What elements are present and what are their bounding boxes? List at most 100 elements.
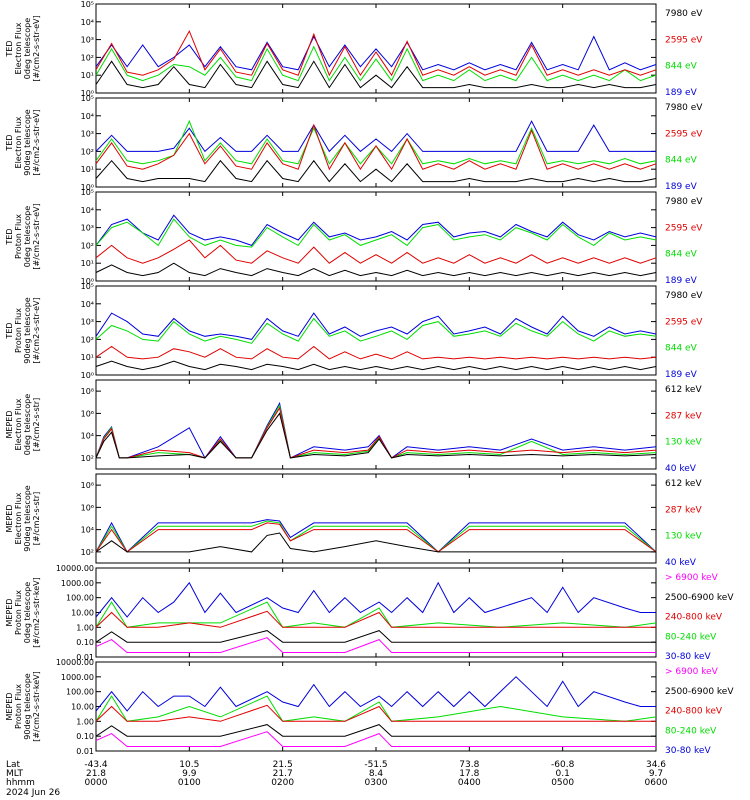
legend-entry: 80-240 keV	[665, 632, 717, 642]
series-line	[95, 601, 657, 628]
y-axis-label: [#/cm2-s-str-keV]	[32, 671, 41, 742]
y-axis-label: 0deg telescope	[23, 18, 32, 79]
legend-entry: 844 eV	[665, 62, 698, 72]
legend-entry: 7980 eV	[665, 197, 703, 207]
y-axis-label: [#/cm2-s-str-eV]	[32, 15, 41, 81]
y-tick-label: 10⁴	[81, 206, 94, 215]
x-tick-label: -51.5	[364, 760, 387, 770]
legend-entry: 30-80 keV	[665, 746, 711, 756]
y-axis-label: MEPED	[5, 599, 14, 627]
series-line	[95, 317, 657, 344]
legend-entry: 2500-6900 keV	[665, 593, 734, 603]
x-tick-label: 0600	[645, 778, 668, 788]
y-tick-label: 10²	[81, 241, 94, 250]
series-line	[95, 123, 657, 171]
y-tick-label: 10³	[81, 36, 94, 45]
series-line	[95, 581, 656, 618]
y-tick-label: 10⁶	[81, 409, 94, 418]
x-row-label: hhmm	[6, 778, 35, 788]
y-tick-label: 1.00	[76, 717, 94, 726]
x-tick-label: 0300	[365, 778, 388, 788]
y-tick-label: 10³	[81, 318, 94, 327]
y-axis-label: 0deg telescope	[23, 582, 32, 643]
y-axis-label: [#/cm2-s-str-eV]	[32, 203, 41, 269]
y-tick-label: 10⁰	[81, 371, 94, 380]
series-line	[95, 406, 657, 459]
y-tick-label: 10⁵	[81, 94, 94, 103]
series-line	[95, 630, 656, 643]
y-tick-label: 0.01	[76, 653, 94, 662]
x-tick-label: 10.5	[179, 760, 199, 770]
y-tick-label: 10⁵	[81, 282, 94, 291]
legend-entry: 612 keV	[665, 479, 702, 489]
legend-entry: 189 eV	[665, 276, 698, 286]
y-tick-label: 10⁸	[81, 387, 94, 396]
series-line	[95, 35, 657, 71]
y-tick-label: 0.10	[76, 732, 94, 741]
series-line	[95, 45, 657, 82]
x-tick-label: 17.8	[459, 769, 479, 779]
y-tick-label: 10¹	[81, 165, 94, 174]
y-axis-label: [#/cm2-s-str]	[32, 398, 41, 451]
legend-entry: 189 eV	[665, 88, 698, 98]
legend-entry: 2595 eV	[665, 317, 703, 327]
y-axis-label: 0deg telescope	[23, 394, 32, 455]
y-axis-label: Electron Flux	[14, 492, 23, 544]
legend-entry: 844 eV	[665, 156, 698, 166]
y-tick-label: 0.01	[76, 747, 94, 756]
y-tick-label: 1000.00	[61, 673, 94, 682]
y-axis-label: TED	[5, 228, 14, 245]
y-tick-label: 10⁴	[81, 432, 94, 441]
series-line	[95, 119, 657, 165]
series-line	[95, 360, 657, 371]
x-row-label: Lat	[6, 760, 21, 770]
y-tick-label: 10⁴	[81, 112, 94, 121]
y-axis-label: 90deg telescope	[23, 673, 32, 740]
y-tick-label: 10²	[81, 548, 94, 557]
y-tick-label: 100.00	[66, 594, 94, 603]
y-axis-label: 0deg telescope	[23, 206, 32, 267]
series-line	[95, 214, 657, 246]
y-tick-label: 10⁴	[81, 526, 94, 535]
x-row-label: MLT	[6, 769, 24, 779]
y-tick-label: 10⁴	[81, 18, 94, 27]
legend-entry: 287 keV	[665, 411, 702, 421]
y-axis-label: Proton Flux	[14, 214, 23, 259]
y-tick-label: 10⁵	[81, 188, 94, 197]
x-tick-label: 0100	[178, 778, 201, 788]
y-axis-label: MEPED	[5, 411, 14, 439]
y-axis-label: [#/cm2-s-str-eV]	[32, 109, 41, 175]
series-line	[95, 404, 657, 459]
series-line	[95, 218, 657, 248]
series-line	[95, 262, 657, 277]
x-tick-label: 21.7	[273, 769, 293, 779]
series-line	[95, 159, 657, 183]
legend-entry: > 6900 keV	[665, 667, 719, 677]
legend-entry: 7980 eV	[665, 291, 703, 301]
series-line	[95, 312, 657, 340]
y-tick-label: 10⁵	[81, 0, 94, 9]
x-tick-label: 0500	[551, 778, 574, 788]
y-tick-label: 10¹	[81, 71, 94, 80]
x-tick-label: 0.1	[556, 769, 570, 779]
y-tick-label: 10.00	[71, 609, 94, 618]
y-tick-label: 10⁰	[81, 183, 94, 192]
y-tick-label: 10¹	[81, 353, 94, 362]
y-axis-label: MEPED	[5, 505, 14, 533]
y-tick-label: 10000.00	[56, 658, 94, 667]
legend-entry: 844 eV	[665, 344, 698, 354]
panel-7-frame	[95, 567, 657, 658]
y-tick-label: 10²	[81, 53, 94, 62]
y-axis-label: Proton Flux	[14, 684, 23, 729]
series-line	[95, 519, 657, 553]
x-tick-label: 9.7	[649, 769, 663, 779]
legend-entry: 2500-6900 keV	[665, 687, 734, 697]
x-tick-label: 9.9	[182, 769, 197, 779]
y-axis-label: [#/cm2-s-str-keV]	[32, 577, 41, 648]
y-axis-label: Electron Flux	[14, 116, 23, 168]
legend-entry: 612 keV	[665, 385, 702, 395]
series-line	[95, 610, 656, 628]
y-tick-label: 1000.00	[61, 579, 94, 588]
y-axis-label: MEPED	[5, 693, 14, 721]
